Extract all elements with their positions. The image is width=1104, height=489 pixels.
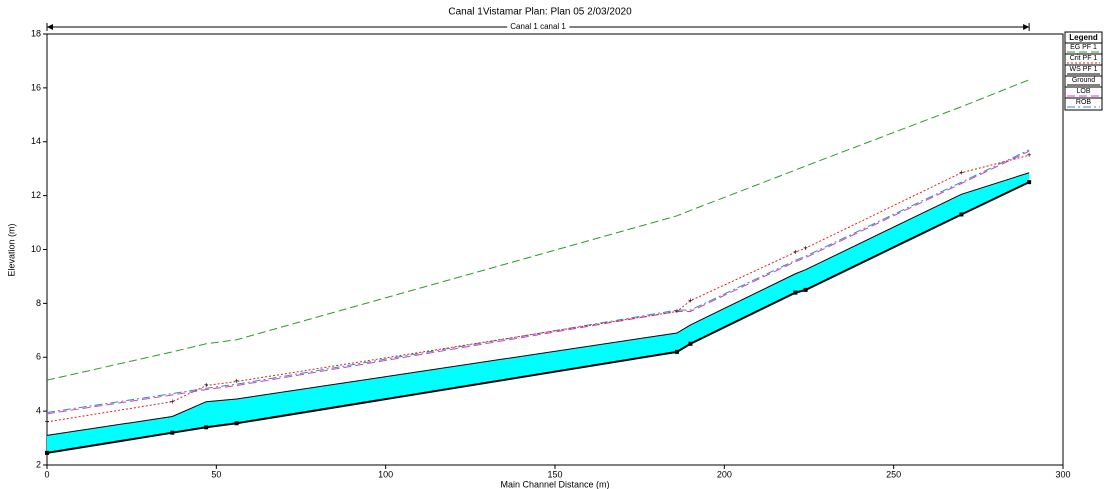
series-line <box>46 149 1030 413</box>
series-line <box>46 181 1030 454</box>
ground-marker <box>204 425 209 430</box>
plot-frame <box>46 33 1064 466</box>
series-line <box>46 79 1030 381</box>
ground-marker <box>959 212 964 217</box>
ground-marker <box>793 290 798 295</box>
ground-marker <box>234 421 239 426</box>
y-tick-label: 14 <box>31 136 41 146</box>
y-tick-label: 12 <box>31 190 41 200</box>
y-tick-label: 16 <box>31 82 41 92</box>
crit-marker: + <box>204 381 209 390</box>
crit-marker: + <box>793 247 798 256</box>
x-tick-label: 50 <box>211 469 221 479</box>
legend-label: WS PF 1 <box>1069 66 1097 73</box>
x-tick-label: 300 <box>1055 469 1070 479</box>
series-line <box>46 172 1030 436</box>
crit-marker: + <box>688 296 693 305</box>
crit-marker: + <box>45 417 50 426</box>
x-axis-label: Main Channel Distance (m) <box>500 479 609 489</box>
ground-marker <box>803 287 808 292</box>
y-tick-label: 18 <box>31 28 41 38</box>
y-tick-label: 2 <box>36 459 41 469</box>
ground-marker <box>674 349 679 354</box>
x-tick-label: 0 <box>44 469 49 479</box>
crit-marker: + <box>803 243 808 252</box>
legend: Legend EG PF 1 Crit PF 1 WS PF 1 Ground LOB RO… <box>1064 31 1103 111</box>
y-tick-label: 4 <box>36 406 41 416</box>
crit-marker: + <box>1027 150 1032 159</box>
legend-label: ROB <box>1076 99 1092 106</box>
crit-marker: + <box>959 168 964 177</box>
chart-title: Canal 1Vistamar Plan: Plan 05 2/03/2020 <box>448 7 632 18</box>
crit-marker: + <box>170 397 175 406</box>
water-fill <box>47 172 1030 453</box>
ground-marker <box>45 450 49 455</box>
legend-title: Legend <box>1069 33 1098 42</box>
legend-label: Crit PF 1 <box>1070 55 1098 62</box>
legend-label: Ground <box>1072 77 1095 84</box>
ground-marker <box>688 341 693 346</box>
series-line <box>46 150 1030 415</box>
x-tick-label: 100 <box>378 469 393 479</box>
y-tick-label: 10 <box>31 244 41 254</box>
arrow-head <box>1023 24 1030 30</box>
x-tick-label: 150 <box>547 469 562 479</box>
legend-label: LOB <box>1076 88 1090 95</box>
ground-marker <box>1027 180 1032 185</box>
ground-marker <box>170 430 175 435</box>
subtitle-bg <box>507 22 570 32</box>
series-line <box>46 154 1030 423</box>
crit-marker: + <box>234 377 239 386</box>
y-tick-label: 8 <box>36 298 41 308</box>
y-tick-label: 6 <box>36 352 41 362</box>
x-tick-label: 250 <box>886 469 901 479</box>
crit-marker: + <box>675 307 680 316</box>
legend-box <box>1064 31 1103 111</box>
x-tick-label: 200 <box>717 469 732 479</box>
arrow-head <box>47 24 53 30</box>
legend-label: EG PF 1 <box>1070 44 1097 51</box>
y-axis-label: Elevation (m) <box>6 223 16 276</box>
chart-subtitle: Canal 1 canal 1 <box>510 22 566 31</box>
